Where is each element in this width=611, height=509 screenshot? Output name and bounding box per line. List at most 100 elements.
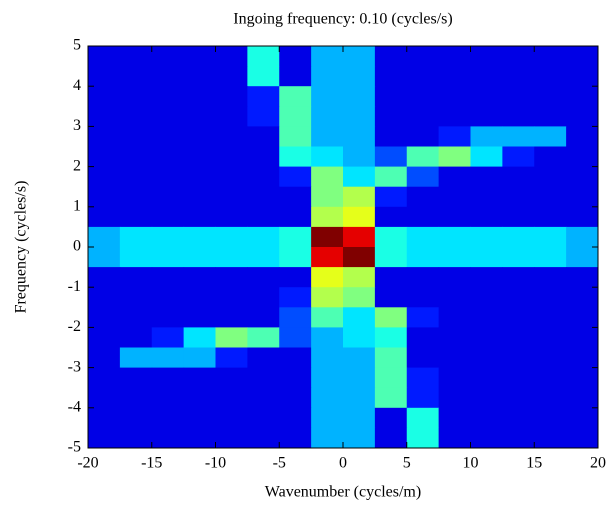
heatmap-cell (215, 307, 248, 328)
heatmap-cell (470, 367, 503, 389)
heatmap-cell (183, 106, 216, 127)
heatmap-cell (247, 267, 280, 288)
heatmap-cell (374, 387, 408, 409)
heatmap-cell (311, 46, 344, 67)
heatmap-cell (502, 287, 535, 308)
heatmap-cell (279, 247, 312, 268)
heatmap-cell (343, 387, 376, 409)
heatmap-cell (215, 287, 248, 308)
heatmap-cell (502, 66, 535, 87)
y-tick-label: -3 (68, 358, 81, 375)
x-tick-label: 5 (403, 455, 411, 472)
heatmap-cell (470, 146, 503, 168)
heatmap-cell (183, 347, 216, 369)
heatmap-cell (183, 86, 216, 107)
heatmap-cell (151, 307, 185, 328)
heatmap-cell (374, 206, 408, 228)
heatmap-cell (119, 407, 153, 429)
heatmap-cell (183, 287, 216, 308)
heatmap-cell (470, 347, 503, 369)
heatmap-cell (215, 86, 248, 107)
heatmap-cell (183, 407, 216, 429)
heatmap-cell (566, 226, 599, 248)
heatmap-cell (566, 247, 599, 268)
x-tick-label: 10 (463, 455, 479, 472)
heatmap-cell (566, 66, 599, 87)
heatmap-cell (470, 267, 503, 288)
heatmap-cell (566, 267, 599, 288)
heatmap-cell (374, 327, 408, 348)
heatmap-cell (534, 267, 567, 288)
heatmap-cell (374, 247, 408, 268)
heatmap-cell (502, 367, 535, 389)
heatmap-cell (183, 267, 216, 288)
heatmap-cell (566, 287, 599, 308)
heatmap-cell (343, 186, 376, 208)
heatmap-cell (406, 267, 440, 288)
heatmap-cell (566, 407, 599, 429)
heatmap-cell (343, 347, 376, 369)
heatmap-cell (502, 407, 535, 429)
heatmap-cell (311, 106, 344, 127)
heatmap-cell (215, 206, 248, 228)
heatmap-cell (279, 327, 312, 348)
heatmap-cell (88, 347, 121, 369)
heatmap-cell (374, 186, 408, 208)
heatmap-cell (183, 66, 216, 87)
heatmap-cell (88, 367, 121, 389)
heatmap-cell (343, 307, 376, 328)
heatmap-cell (183, 307, 216, 328)
heatmap-cell (470, 387, 503, 409)
heatmap-cell (151, 347, 185, 369)
heatmap-cell (151, 146, 185, 168)
heatmap-cell (151, 267, 185, 288)
heatmap-cell (534, 367, 567, 389)
heatmap-cell (438, 86, 471, 107)
y-tick-label: -2 (68, 318, 81, 335)
heatmap-cell (470, 66, 503, 87)
heatmap-cell (438, 327, 471, 348)
x-axis-label: Wavenumber (cycles/m) (265, 484, 421, 501)
heatmap-cell (470, 307, 503, 328)
heatmap-cell (438, 407, 471, 429)
heatmap-cell (374, 267, 408, 288)
heatmap-cell (119, 206, 153, 228)
heatmap-cell (88, 267, 121, 288)
heatmap-cell (279, 66, 312, 87)
heatmap-cell (88, 166, 121, 188)
heatmap-cell (534, 86, 567, 107)
heatmap-cell (470, 126, 503, 147)
heatmap-cell (247, 46, 280, 67)
heatmap-cell (438, 66, 471, 87)
heatmap-cell (406, 66, 440, 87)
heatmap-cell (374, 307, 408, 328)
heatmap-cell (119, 46, 153, 67)
heatmap-cell (247, 347, 280, 369)
heatmap-cell (215, 367, 248, 389)
heatmap-cell (438, 307, 471, 328)
y-tick-label: 3 (73, 117, 81, 134)
heatmap-cell (534, 146, 567, 168)
heatmap-cell (247, 367, 280, 389)
x-tick-label: 15 (526, 455, 542, 472)
heatmap-cell (534, 46, 567, 67)
heatmap-cell (311, 407, 344, 429)
heatmap-cell (502, 166, 535, 188)
heatmap-cell (406, 86, 440, 107)
heatmap-cell (502, 206, 535, 228)
heatmap-cell (119, 307, 153, 328)
heatmap-cell (119, 287, 153, 308)
heatmap-cell (470, 247, 503, 268)
heatmap-cells (88, 46, 599, 449)
heatmap-cell (151, 206, 185, 228)
heatmap-cell (183, 247, 216, 268)
heatmap-cell (534, 226, 567, 248)
heatmap-cell (374, 66, 408, 87)
heatmap-cell (534, 327, 567, 348)
heatmap-cell (406, 126, 440, 147)
heatmap-cell (119, 367, 153, 389)
heatmap-cell (534, 166, 567, 188)
heatmap-cell (311, 267, 344, 288)
heatmap-cell (438, 367, 471, 389)
